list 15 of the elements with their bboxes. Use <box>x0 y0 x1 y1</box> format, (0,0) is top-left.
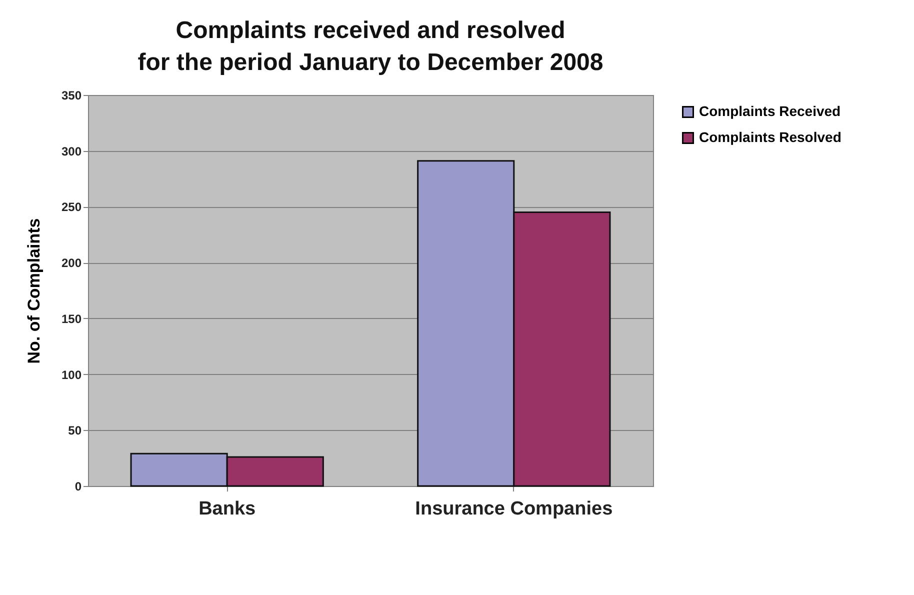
y-tick-label: 300 <box>61 144 82 158</box>
y-axis-title: No. of Complaints <box>24 218 44 364</box>
legend-label: Complaints Received <box>699 103 841 119</box>
y-tick-label: 0 <box>74 480 82 494</box>
x-tick-label: Banks <box>198 498 256 520</box>
y-tick-label: 350 <box>61 88 82 102</box>
y-tick-label: 50 <box>68 424 82 438</box>
text: Complaints received and resolved <box>176 17 566 44</box>
y-tick-label: 200 <box>61 256 82 270</box>
y-tick-label: 100 <box>61 368 82 382</box>
text: for the period January to December 2008 <box>138 49 604 76</box>
y-tick-label: 150 <box>61 312 82 326</box>
y-tick-label: 250 <box>61 200 82 214</box>
legend-label: Complaints Resolved <box>699 129 842 145</box>
x-tick-label: Insurance Companies <box>415 498 613 520</box>
